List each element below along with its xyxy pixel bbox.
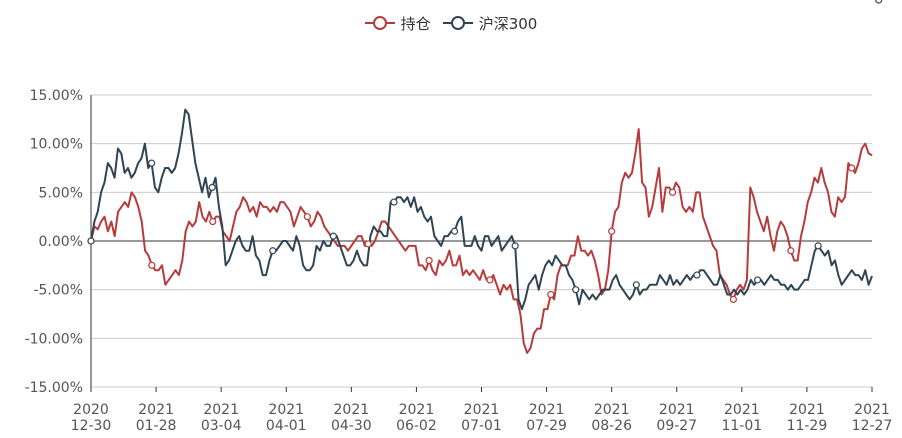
series-0-point [787, 247, 795, 255]
legend-holding-icon [364, 16, 395, 30]
series-1-point [390, 198, 398, 206]
x-tick-label-year: 2021 [659, 402, 695, 418]
x-tick-label-year: 2021 [138, 402, 174, 418]
series-0-point [848, 164, 856, 172]
x-tick-label-date: 11-01 [721, 418, 762, 434]
series-0-point [668, 188, 677, 196]
y-tick-label: 5.00% [39, 185, 83, 201]
x-tick-label-year: 2021 [334, 402, 370, 418]
x-tick-label-date: 09-27 [656, 418, 697, 434]
series-1-point [875, 0, 883, 4]
legend-item-holding[interactable]: 持仓 [364, 13, 431, 34]
y-tick-label: -15.00% [25, 380, 83, 396]
series-1-point [450, 227, 459, 235]
x-tick-label-date: 07-01 [461, 418, 502, 434]
x-tick-label-year: 2021 [789, 402, 825, 418]
series-1-point [814, 242, 822, 250]
x-tick-label-year: 2021 [399, 402, 435, 418]
marker-layer [87, 0, 883, 303]
series-1-point [693, 271, 701, 279]
series-0-point [303, 213, 311, 221]
series-layer [90, 108, 873, 354]
series-0-point [148, 261, 156, 269]
x-tick-label-year: 2021 [268, 402, 304, 418]
series-1-point [572, 286, 580, 294]
x-tick-label-year: 2021 [464, 402, 500, 418]
series-0-point [209, 217, 217, 226]
series-0-point [364, 240, 372, 248]
x-tick-label-date: 04-01 [266, 418, 307, 434]
series-0-point [729, 295, 737, 303]
axis-layer: 15.00% 10.00% 5.00% 0.00% -5.00% -10.00% -15.0… [25, 88, 893, 434]
legend-csi300-icon [442, 16, 473, 30]
series-1-point [147, 159, 156, 167]
y-tick-label: -10.00% [25, 331, 83, 347]
x-tick-label-year: 2021 [529, 402, 565, 418]
series-0-point [608, 227, 616, 235]
x-tick-label-date: 07-29 [526, 418, 567, 434]
series-0-point [547, 290, 555, 299]
legend: 持仓 沪深300 [0, 10, 902, 36]
series-0-point [425, 256, 433, 265]
x-tick-label-year: 2020 [73, 402, 109, 418]
series-1-point [753, 276, 762, 284]
legend-holding-circle [372, 16, 387, 30]
series-1-point [269, 247, 277, 255]
x-tick-label-date: 12-27 [852, 418, 893, 434]
x-tick-label-date: 01-28 [136, 418, 177, 434]
x-tick-label-year: 2021 [724, 402, 760, 418]
series-line-1 [90, 108, 873, 311]
series-0-point [486, 276, 494, 284]
x-tick-label-year: 2021 [594, 402, 630, 418]
x-tick-label-year: 2021 [854, 402, 890, 418]
legend-holding-label: 持仓 [400, 14, 431, 33]
x-tick-label-date: 03-04 [201, 418, 242, 434]
x-tick-label-date: 08-26 [591, 418, 632, 434]
x-tick-label-date: 12-30 [71, 418, 112, 434]
legend-csi300-label: 沪深300 [478, 14, 538, 33]
x-tick-label-date: 11-29 [787, 418, 828, 434]
y-tick-label: 15.00% [30, 88, 83, 104]
x-tick-label-date: 04-30 [331, 418, 372, 434]
series-1-point [511, 242, 519, 250]
series-1-point [329, 232, 337, 240]
x-tick-label-year: 2021 [203, 402, 239, 418]
series-1-point [87, 237, 95, 245]
series-1-point [208, 183, 216, 192]
x-tick-label-date: 06-02 [396, 418, 437, 434]
y-tick-label: 10.00% [30, 137, 83, 153]
y-tick-label: -5.00% [33, 283, 83, 299]
y-tick-label: 0.00% [39, 234, 83, 250]
series-1-point [632, 281, 640, 289]
legend-csi300-circle [450, 16, 465, 30]
legend-item-csi300[interactable]: 沪深300 [442, 13, 538, 34]
